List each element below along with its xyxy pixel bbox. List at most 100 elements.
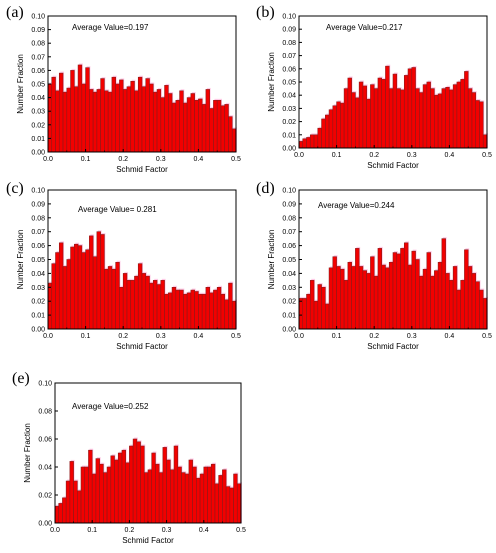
x-tick-label: 0.3 — [156, 333, 166, 340]
y-tick-label: 0.01 — [31, 313, 45, 320]
y-tick-label: 0.06 — [282, 243, 296, 250]
y-tick-label: 0.06 — [31, 243, 45, 250]
x-tick-label: 0.2 — [118, 156, 128, 163]
y-tick-label: 0.06 — [38, 437, 52, 444]
x-axis-label: Schmid Factor — [367, 342, 419, 351]
histogram-bar — [192, 466, 197, 524]
average-value-annotation: Average Value=0.217 — [326, 23, 403, 32]
histogram-bar — [177, 466, 182, 524]
x-tick-label: 0.3 — [407, 333, 417, 340]
x-tick-label: 0.0 — [43, 156, 53, 163]
x-tick-label: 0.2 — [369, 333, 379, 340]
histogram-bar — [91, 473, 97, 524]
y-tick-label: 0.00 — [282, 146, 296, 153]
x-axis-label: Schmid Factor — [116, 342, 168, 351]
x-tick-label: 0.0 — [50, 527, 60, 534]
histogram-bar — [73, 480, 78, 524]
y-tick-label: 0.06 — [282, 66, 296, 73]
y-tick-label: 0.10 — [282, 14, 296, 21]
histogram-bar — [214, 483, 219, 524]
y-tick-label: 0.05 — [31, 82, 45, 89]
y-tick-label: 0.02 — [31, 122, 45, 129]
y-tick-label: 0.02 — [282, 119, 296, 126]
y-tick-label: 0.09 — [31, 201, 45, 208]
histogram-bar — [106, 466, 112, 524]
x-tick-label: 0.0 — [294, 152, 304, 159]
y-tick-label: 0.02 — [38, 493, 52, 500]
y-tick-label: 0.03 — [282, 285, 296, 292]
histogram-bar — [170, 469, 175, 524]
panel-label: (b) — [256, 4, 275, 21]
y-axis-label: Number Fraction — [16, 230, 25, 290]
histogram-bar — [129, 445, 134, 524]
y-tick-label: 0.04 — [31, 271, 45, 278]
histogram-bar — [222, 469, 227, 524]
y-axis-label: Number Fraction — [23, 423, 32, 483]
x-axis-label: Schmid Factor — [367, 161, 419, 170]
y-tick-label: 0.00 — [282, 327, 296, 334]
histogram-bar — [184, 473, 190, 524]
histogram-bar — [147, 469, 153, 524]
y-tick-label: 0.02 — [282, 299, 296, 306]
average-value-annotation: Average Value= 0.281 — [78, 205, 157, 214]
x-tick-label: 0.1 — [332, 152, 342, 159]
y-tick-label: 0.04 — [31, 95, 45, 102]
x-tick-label: 0.4 — [194, 333, 204, 340]
histogram-bar — [103, 472, 108, 524]
histogram-bar — [229, 487, 234, 524]
x-tick-label: 0.2 — [118, 333, 128, 340]
x-tick-label: 0.1 — [87, 527, 97, 534]
histogram-bar — [95, 458, 100, 524]
histogram-bar — [121, 449, 126, 524]
histogram-bar — [140, 445, 145, 524]
histogram-bar — [151, 452, 156, 524]
y-axis-label: Number Fraction — [267, 52, 276, 112]
histogram-bar — [218, 475, 223, 524]
y-tick-label: 0.09 — [282, 27, 296, 34]
histogram-bar — [65, 480, 71, 524]
y-tick-label: 0.05 — [282, 257, 296, 264]
x-tick-label: 0.5 — [482, 152, 492, 159]
histogram-bar — [58, 503, 63, 524]
histogram-bar — [132, 438, 138, 524]
panel-b: (b) — [252, 4, 492, 189]
y-tick-label: 0.04 — [38, 465, 52, 472]
histogram-bar — [188, 459, 193, 524]
histogram-bar — [88, 449, 93, 524]
y-tick-label: 0.08 — [282, 40, 296, 47]
y-tick-label: 0.02 — [31, 299, 45, 306]
y-tick-label: 0.10 — [31, 188, 45, 195]
histogram-bar — [236, 483, 242, 524]
y-tick-label: 0.07 — [282, 53, 296, 60]
y-axis-label: Number Fraction — [267, 230, 276, 290]
histogram-bar — [166, 459, 171, 524]
x-tick-label: 0.2 — [125, 527, 135, 534]
x-tick-label: 0.1 — [81, 333, 91, 340]
y-tick-label: 0.01 — [282, 313, 296, 320]
x-tick-label: 0.5 — [231, 333, 241, 340]
histogram-bar — [199, 473, 205, 524]
histogram-bar — [114, 459, 119, 524]
y-tick-label: 0.10 — [282, 188, 296, 195]
x-axis-label: Schmid Factor — [122, 536, 174, 545]
y-tick-label: 0.03 — [31, 285, 45, 292]
panel-c: (c) — [6, 180, 246, 365]
y-tick-label: 0.04 — [282, 93, 296, 100]
x-tick-label: 0.5 — [236, 527, 246, 534]
x-tick-label: 0.5 — [482, 333, 492, 340]
y-tick-label: 0.08 — [282, 215, 296, 222]
y-tick-label: 0.07 — [31, 54, 45, 61]
y-tick-label: 0.03 — [31, 109, 45, 116]
x-tick-label: 0.3 — [156, 156, 166, 163]
y-tick-label: 0.09 — [282, 201, 296, 208]
x-tick-label: 0.3 — [162, 527, 172, 534]
histogram-bar — [62, 497, 67, 524]
y-tick-label: 0.01 — [31, 136, 45, 143]
histogram-bar — [233, 473, 238, 524]
histogram-bar — [210, 463, 216, 524]
histogram-bar — [69, 461, 74, 524]
y-tick-label: 0.07 — [31, 229, 45, 236]
y-tick-label: 0.07 — [282, 229, 296, 236]
